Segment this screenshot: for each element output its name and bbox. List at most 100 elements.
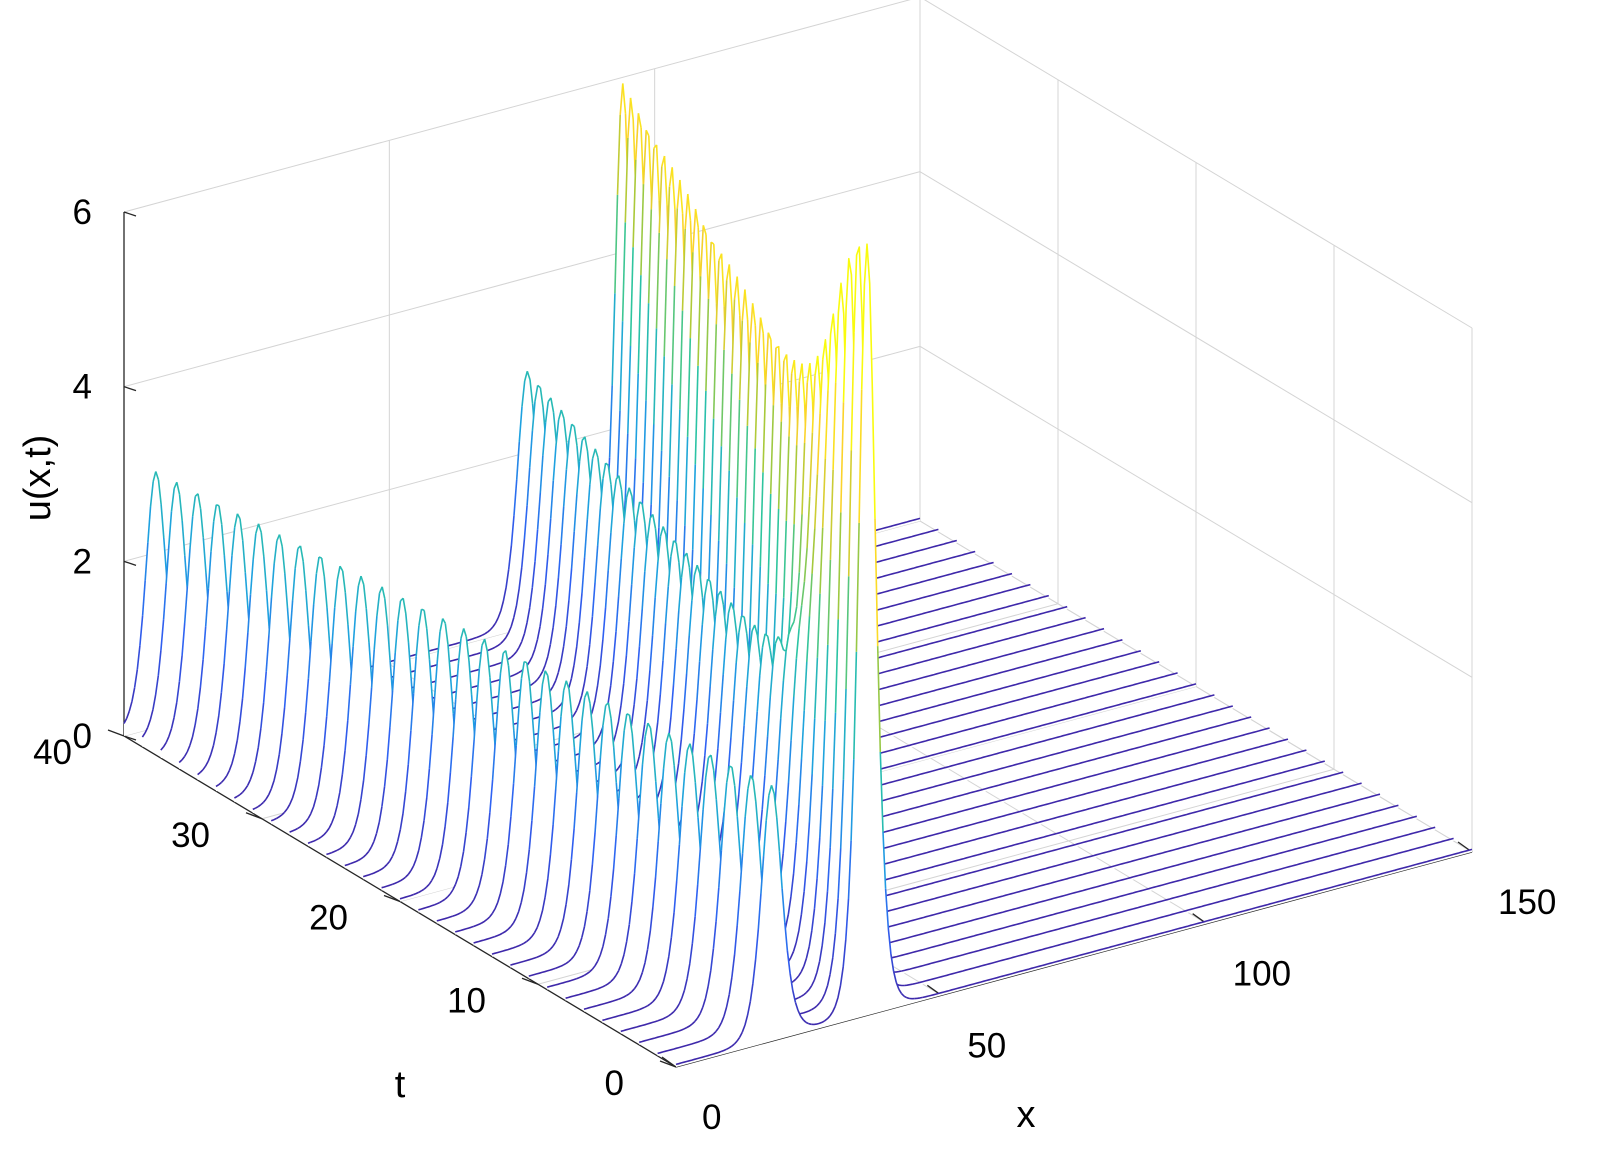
waterfall-segment <box>610 718 615 748</box>
waterfall-segment <box>581 697 586 721</box>
waterfall-segment <box>507 626 512 634</box>
waterfall-segment <box>239 698 244 723</box>
waterfall-segment <box>689 743 694 756</box>
waterfall-segment <box>276 814 283 820</box>
waterfall-segment <box>702 998 707 1008</box>
waterfall-segment <box>186 548 191 587</box>
waterfall-segment <box>782 651 787 682</box>
waterfall-segment <box>659 660 664 695</box>
waterfall-segment <box>738 320 744 400</box>
waterfall-segment <box>578 592 583 624</box>
waterfall-segment <box>787 896 792 915</box>
waterfall-segment <box>183 586 189 624</box>
waterfall-segment <box>681 772 686 807</box>
waterfall-segment <box>619 83 624 116</box>
waterfall-segment <box>715 799 720 836</box>
waterfall-segment <box>326 851 333 856</box>
waterfall-segment <box>816 961 821 973</box>
waterfall-segment <box>536 675 541 681</box>
waterfall-segment <box>354 585 360 612</box>
waterfall-segment <box>898 988 903 995</box>
waterfall-segment <box>257 523 262 533</box>
waterfall-segment <box>599 478 604 509</box>
waterfall-segment <box>805 946 810 959</box>
waterfall-segment <box>717 446 723 541</box>
waterfall-segment <box>788 373 793 437</box>
waterfall-segment <box>497 610 502 619</box>
waterfall-segment <box>673 765 678 800</box>
waterfall-segment <box>189 736 194 746</box>
waterfall-segment <box>676 799 681 837</box>
waterfall-segment <box>541 664 546 673</box>
waterfall-segment <box>513 651 518 656</box>
waterfall-segment <box>736 276 741 316</box>
waterfall-segment <box>679 179 684 214</box>
waterfall-segment <box>656 694 662 723</box>
waterfall-segment <box>641 503 646 524</box>
waterfall-segment <box>641 571 646 610</box>
waterfall-segment <box>803 661 808 711</box>
waterfall-segment <box>218 692 223 716</box>
waterfall-segment <box>362 584 368 609</box>
waterfall-segment <box>499 653 504 674</box>
waterfall-segment <box>647 722 652 729</box>
waterfall-segment <box>594 960 599 967</box>
waterfall-segment <box>478 645 483 669</box>
waterfall-segment <box>263 556 268 591</box>
waterfall-segment <box>847 450 853 577</box>
waterfall-segment <box>620 730 625 762</box>
waterfall-segment <box>339 846 343 850</box>
waterfall-segment <box>255 806 259 809</box>
waterfall-segment <box>892 971 897 983</box>
waterfall-segment <box>782 520 788 598</box>
waterfall-segment <box>633 678 638 705</box>
waterfall-segment <box>860 243 876 519</box>
waterfall-segment <box>786 950 791 974</box>
waterfall-segment <box>562 626 568 647</box>
waterfall-segment <box>275 754 281 770</box>
waterfall-segment <box>447 772 452 803</box>
waterfall-segment <box>323 716 328 746</box>
waterfall-segment <box>749 303 754 343</box>
waterfall-segment <box>407 870 412 875</box>
waterfall-segment <box>570 955 575 960</box>
waterfall-segment <box>299 545 304 562</box>
waterfall-segment <box>344 592 349 625</box>
waterfall-segment <box>139 615 144 646</box>
waterfall-segment <box>536 626 541 640</box>
side-wall-gridline <box>919 345 1473 678</box>
waterfall-segment <box>649 907 654 932</box>
waterfall-segment <box>702 225 707 235</box>
waterfall-segment <box>637 113 642 129</box>
waterfall-segment <box>362 755 367 781</box>
waterfall-segment <box>671 285 676 385</box>
waterfall-segment <box>821 993 826 1000</box>
waterfall-segment <box>813 878 818 909</box>
waterfall-segment <box>723 280 728 350</box>
waterfall-segment <box>805 1021 810 1025</box>
waterfall-segment <box>223 775 228 781</box>
waterfall-segment <box>668 732 673 742</box>
waterfall-segment <box>663 259 668 357</box>
waterfall-segment <box>518 641 523 648</box>
waterfall-segment <box>725 994 731 1008</box>
waterfall-segment <box>560 409 565 419</box>
waterfall-segment <box>520 661 525 679</box>
side-wall-gridline <box>924 0 1473 329</box>
waterfall-segment <box>504 844 510 866</box>
waterfall-segment <box>486 916 491 920</box>
waterfall-segment <box>465 807 470 833</box>
u-tick <box>123 386 137 392</box>
u-tick <box>123 211 137 217</box>
waterfall-segment <box>665 956 670 972</box>
waterfall-segment <box>622 655 628 684</box>
waterfall-segment <box>644 949 649 963</box>
waterfall-segment <box>436 631 441 661</box>
waterfall-segment <box>521 539 526 568</box>
waterfall-segment <box>774 759 779 799</box>
t-tick-label: 30 <box>171 816 210 855</box>
waterfall-segment <box>502 637 507 642</box>
waterfall-segment <box>557 704 562 709</box>
waterfall-segment <box>791 989 797 1003</box>
waterfall-segment <box>225 770 231 777</box>
